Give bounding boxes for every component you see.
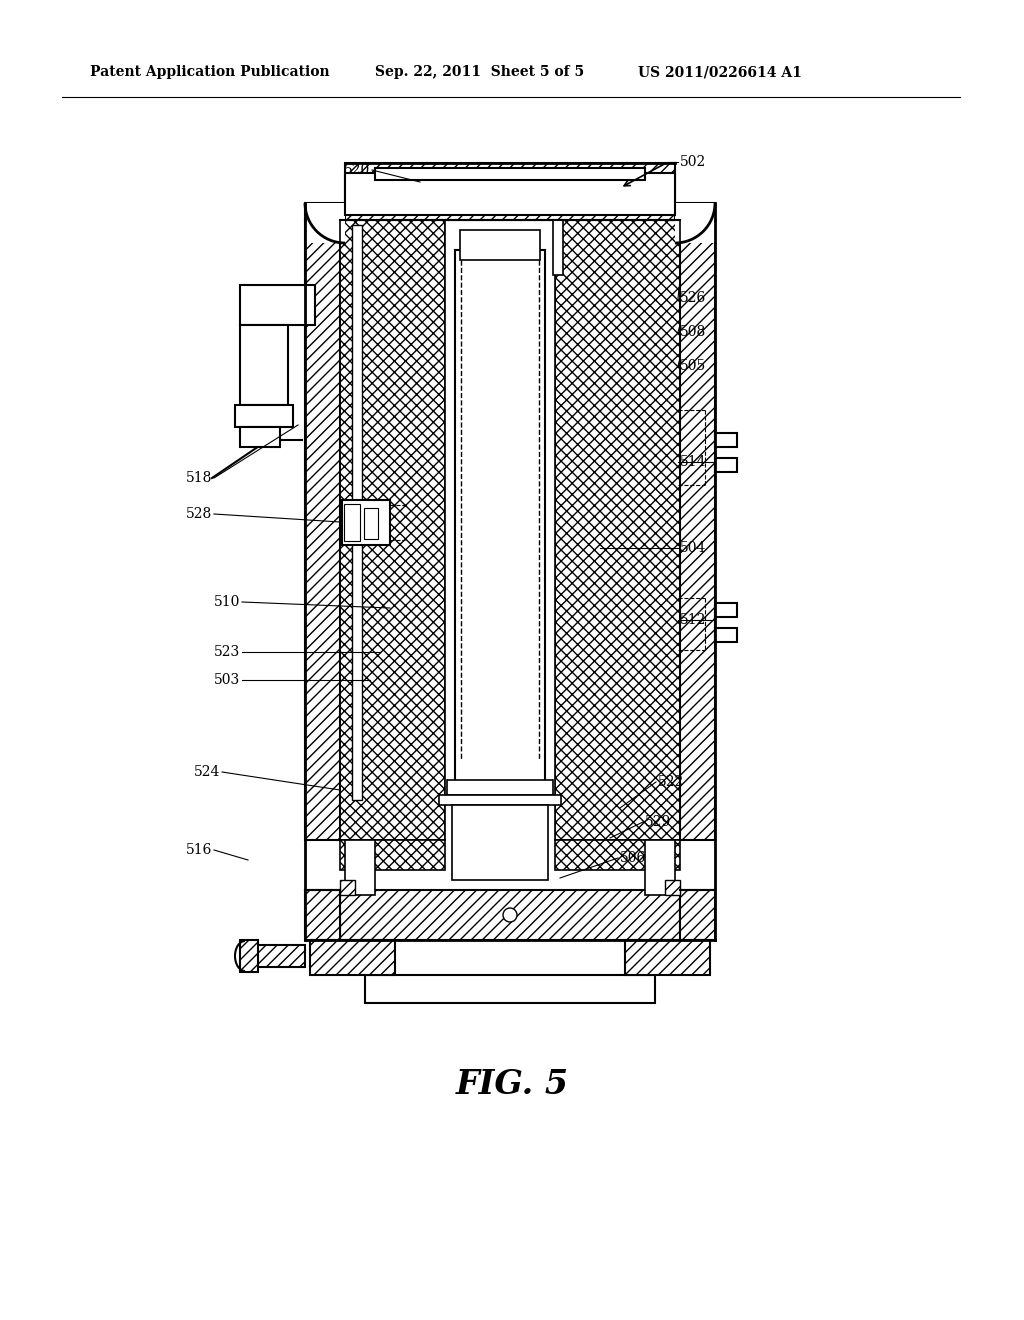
Bar — [460, 230, 540, 260]
Text: FIG. 5: FIG. 5 — [456, 1068, 568, 1101]
Bar — [555, 220, 680, 840]
Text: 526: 526 — [680, 290, 707, 305]
Bar — [665, 880, 680, 895]
Bar — [340, 220, 445, 840]
Bar — [445, 220, 555, 840]
Bar — [645, 840, 675, 895]
Bar — [455, 249, 545, 780]
Bar — [240, 940, 258, 972]
Text: 516: 516 — [185, 843, 212, 857]
Text: US 2011/0226614 A1: US 2011/0226614 A1 — [638, 65, 802, 79]
Text: 503: 503 — [214, 673, 240, 686]
Bar — [680, 890, 715, 940]
Bar — [439, 795, 561, 805]
Bar — [340, 880, 355, 895]
Bar — [625, 940, 710, 975]
Bar — [305, 220, 340, 840]
Bar — [310, 940, 395, 975]
Text: 506: 506 — [620, 851, 646, 865]
Text: 523: 523 — [214, 645, 240, 659]
Bar — [345, 173, 675, 215]
Text: 529: 529 — [645, 814, 672, 829]
Bar — [364, 508, 378, 539]
Text: 528: 528 — [185, 507, 212, 521]
Text: 504: 504 — [680, 541, 707, 554]
Bar — [447, 780, 553, 795]
Bar — [250, 945, 305, 968]
Text: 514: 514 — [680, 455, 707, 469]
Bar — [340, 890, 680, 940]
Bar — [352, 224, 362, 800]
Bar — [715, 458, 737, 473]
Text: 524: 524 — [194, 766, 220, 779]
Text: 512: 512 — [680, 612, 707, 627]
Bar — [365, 975, 655, 1003]
Circle shape — [503, 908, 517, 921]
Bar — [715, 628, 737, 642]
Bar — [240, 426, 280, 447]
Bar — [305, 203, 350, 220]
Bar — [555, 840, 680, 870]
Bar — [680, 220, 715, 840]
Bar — [340, 840, 445, 870]
Bar — [670, 203, 715, 220]
Bar — [675, 203, 715, 243]
Text: 522: 522 — [658, 775, 684, 789]
Bar — [553, 220, 563, 275]
Bar — [342, 500, 390, 545]
Text: 502: 502 — [680, 154, 707, 169]
Text: 508: 508 — [680, 325, 707, 339]
Bar — [305, 203, 345, 243]
Bar — [344, 504, 360, 541]
Text: Patent Application Publication: Patent Application Publication — [90, 65, 330, 79]
Text: 510: 510 — [214, 595, 240, 609]
Bar — [715, 603, 737, 616]
Text: 518: 518 — [185, 471, 212, 484]
Bar — [240, 285, 315, 325]
Bar — [305, 890, 340, 940]
Bar — [345, 840, 375, 895]
Text: Sep. 22, 2011  Sheet 5 of 5: Sep. 22, 2011 Sheet 5 of 5 — [375, 65, 584, 79]
Bar — [345, 162, 675, 220]
Bar — [715, 433, 737, 447]
Text: 505: 505 — [680, 359, 707, 374]
Bar — [375, 168, 645, 180]
Bar — [234, 405, 293, 426]
Bar — [452, 805, 548, 880]
Bar — [240, 325, 288, 405]
Text: 520: 520 — [344, 162, 370, 177]
